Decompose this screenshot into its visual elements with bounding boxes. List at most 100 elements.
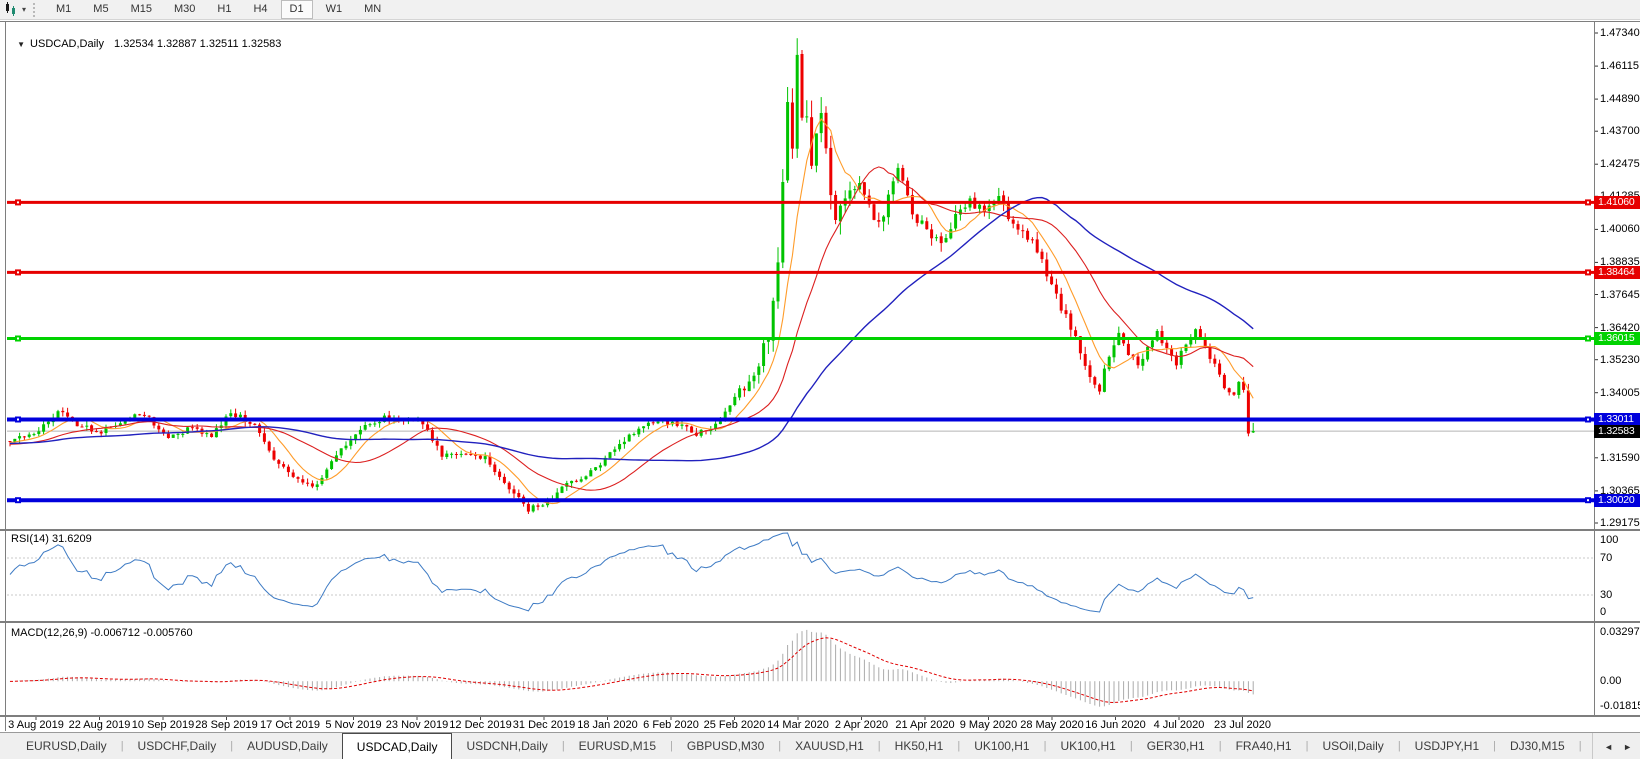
hline-price-label: 1.41060 [1594, 195, 1640, 209]
date-axis-label: 9 May 2020 [959, 719, 1018, 731]
chart-tab-usdchf-daily[interactable]: USDCHF,Daily [137, 739, 217, 753]
price-axis-tick: 1.42475 [1600, 158, 1640, 171]
rsi-macd-separator[interactable] [0, 621, 1640, 623]
date-axis-label: 14 Mar 2020 [767, 719, 829, 731]
macd-signal-line [9, 637, 1254, 704]
price-axis-border [1594, 22, 1595, 715]
tab-separator: | [230, 740, 234, 752]
price-axis-tick: 1.35230 [1600, 353, 1640, 366]
chart-tools-icon[interactable] [3, 2, 21, 17]
price-axis-tick: 1.38835 [1600, 256, 1640, 269]
date-axis-label: 6 Feb 2020 [643, 719, 699, 731]
chart-tab-eurusd-m15[interactable]: EURUSD,M15 [578, 739, 657, 753]
date-axis-label: 28 May 2020 [1020, 719, 1084, 731]
price-axis-tick: 1.47340 [1600, 27, 1640, 39]
chart-canvas[interactable] [0, 0, 1640, 732]
date-axis-label: 31 Dec 2019 [512, 719, 576, 731]
chart-tab-audusd-daily[interactable]: AUDUSD,Daily [247, 739, 328, 753]
chart-window-top-border [0, 21, 1640, 22]
macd-indicator-label: MACD(12,26,9) -0.006712 -0.005760 [11, 627, 193, 639]
rsi-axis-tick: 70 [1600, 552, 1613, 564]
chart-tab-ger30-h1[interactable]: GER30,H1 [1146, 739, 1205, 753]
tab-separator: | [561, 740, 565, 752]
price-axis-tick: 1.29175 [1600, 517, 1640, 529]
timeframe-button-M5[interactable]: M5 [93, 3, 109, 15]
ma-slow-line [9, 196, 1254, 462]
timeframe-button-H1[interactable]: H1 [217, 3, 232, 15]
tab-separator: | [670, 740, 673, 752]
hline-price-label: 1.36015 [1594, 332, 1640, 345]
chart-tab-xauusd-h1[interactable]: XAUUSD,H1 [795, 739, 864, 753]
date-axis-label: 23 Jul 2020 [1214, 719, 1271, 731]
chart-tab-usdcad-daily[interactable]: USDCAD,Daily [341, 733, 453, 759]
price-axis-tick: 1.44890 [1600, 93, 1640, 106]
symbol-dropdown-icon[interactable]: ▼ [17, 40, 26, 49]
chart-tab-usdcnh-daily[interactable]: USDCNH,Daily [466, 739, 548, 753]
macd-values: -0.006712 -0.005760 [90, 627, 193, 639]
timeframe-button-W1[interactable]: W1 [325, 3, 343, 15]
macd-dateaxis-separator [0, 715, 1640, 717]
tab-separator: | [1043, 740, 1047, 752]
tab-separator: | [1305, 740, 1309, 752]
dropdown-caret-icon[interactable]: ▾ [22, 5, 27, 14]
date-axis-label: 17 Oct 2019 [260, 719, 320, 731]
tab-separator: | [1218, 740, 1222, 752]
tab-separator: | [957, 740, 961, 752]
chart-tab-uk100-h1[interactable]: UK100,H1 [1060, 739, 1116, 753]
price-axis-tick: 1.34005 [1600, 386, 1640, 399]
timeframe-button-MN[interactable]: MN [364, 3, 382, 15]
date-axis-label: 3 Aug 2019 [8, 719, 64, 731]
chart-tab-bar: EURUSD,Daily | USDCHF,Daily | AUDUSD,Daily US… [0, 732, 1640, 759]
chart-tab-uk100-h1[interactable]: UK100,H1 [974, 739, 1030, 753]
date-axis-label: 16 Jun 2020 [1085, 719, 1146, 731]
date-axis-label: 22 Aug 2019 [68, 719, 131, 731]
chart-tab-gbpusd-m30[interactable]: GBPUSD,M30 [686, 739, 765, 753]
rsi-indicator-label: RSI(14) 31.6209 [11, 533, 92, 545]
chart-window-left-border [5, 21, 6, 731]
timeframe-button-D1[interactable]: D1 [280, 0, 313, 19]
chart-tab-hk50-h1[interactable]: HK50,H1 [894, 739, 944, 753]
candles-layer [8, 38, 1255, 514]
price-axis-tick: 1.31590 [1600, 451, 1640, 464]
date-axis-label: 18 Jan 2020 [577, 719, 638, 731]
price-axis-tick: 1.43700 [1600, 125, 1640, 138]
date-axis-label: 21 Apr 2020 [895, 719, 955, 731]
tab-separator: | [1578, 740, 1582, 752]
date-axis-label: 2 Apr 2020 [834, 719, 889, 731]
price-axis-tick: 1.37645 [1600, 288, 1640, 301]
price-axis-tick: 1.46115 [1600, 60, 1639, 73]
date-axis-label: 12 Dec 2019 [449, 719, 512, 731]
rsi-value: 31.6209 [51, 533, 92, 545]
chart-tab-dj30-m15[interactable]: DJ30,M15 [1510, 739, 1565, 753]
chart-tab-fra40-h1[interactable]: FRA40,H1 [1235, 739, 1292, 753]
hline-price-label: 1.30020 [1594, 493, 1640, 507]
date-axis-label: 28 Sep 2019 [195, 719, 258, 731]
symbol-timeframe-label: USDCAD,Daily [30, 38, 105, 50]
ohlc-values: 1.32534 1.32887 1.32511 1.32583 [114, 38, 282, 50]
current-price-label: 1.32583 [1594, 424, 1640, 438]
tab-separator: | [877, 740, 881, 752]
toolbar-grip-handle[interactable] [33, 2, 38, 17]
tabs-scroll-left-button[interactable]: ◄ [1604, 741, 1614, 752]
timeframe-button-M30[interactable]: M30 [173, 3, 196, 15]
timeframe-button-M1[interactable]: M1 [56, 3, 72, 15]
hline-price-label: 1.33011 [1594, 413, 1640, 426]
macd-axis-tick: -0.018154 [1600, 700, 1640, 712]
date-axis-label: 25 Feb 2020 [703, 719, 766, 731]
tab-separator: | [778, 740, 782, 752]
chart-tab-strip: EURUSD,Daily | USDCHF,Daily | AUDUSD,Daily US… [0, 733, 1596, 759]
macd-axis-tick: 0.032972 [1600, 626, 1640, 638]
main-rsi-separator[interactable] [0, 529, 1640, 531]
tab-scroll-controls: ◄ ► [1592, 733, 1637, 759]
chart-tab-eurusd-daily[interactable]: EURUSD,Daily [26, 739, 107, 753]
timeframe-button-H4[interactable]: H4 [253, 3, 268, 15]
tabs-scroll-right-button[interactable]: ► [1623, 741, 1632, 752]
timeframe-toolbar: ▾ M1 M5 M15 M30 H1 H4 D1 W1 MN [0, 0, 1640, 20]
hline-price-label: 1.38464 [1594, 265, 1640, 279]
chart-tab-usdjpy-h1[interactable]: USDJPY,H1 [1414, 739, 1480, 753]
price-axis-tick: 1.40060 [1600, 223, 1640, 236]
tab-separator: | [1129, 740, 1133, 752]
timeframe-button-M15[interactable]: M15 [130, 3, 152, 15]
chart-tab-usoil-daily[interactable]: USOil,Daily [1322, 739, 1384, 753]
price-axis-tick: 1.36420 [1600, 321, 1640, 334]
